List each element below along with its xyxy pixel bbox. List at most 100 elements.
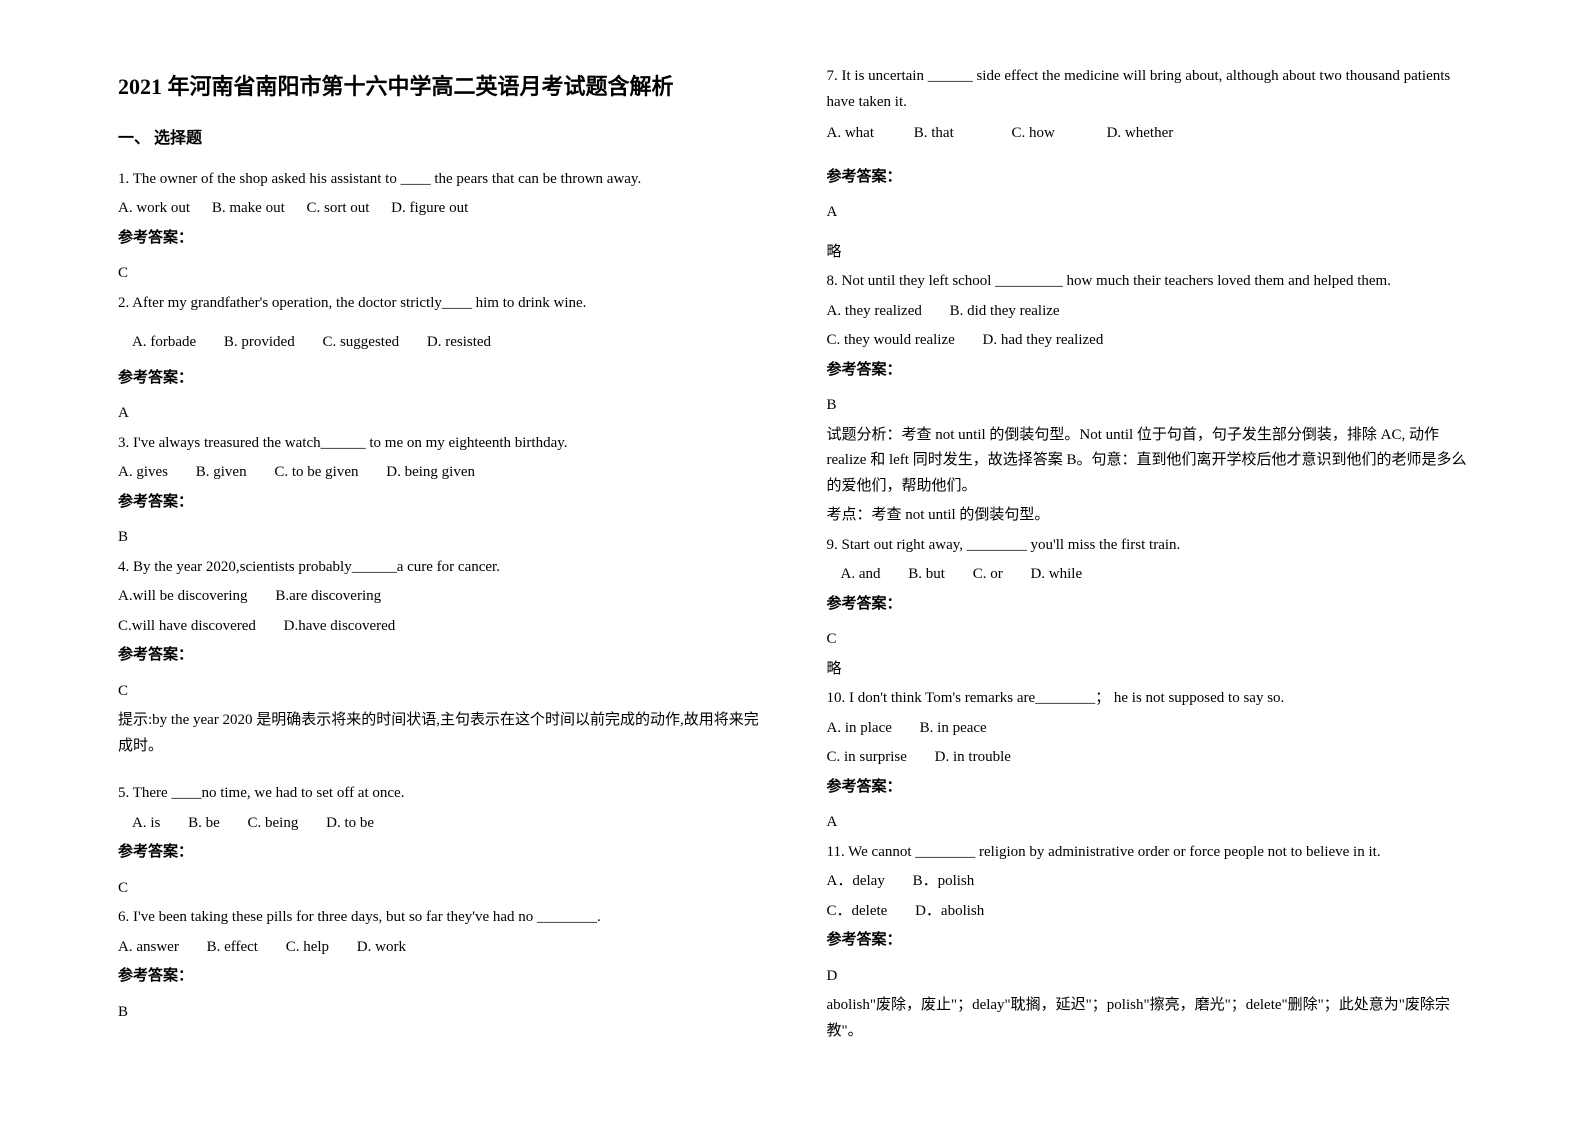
q6-answer: B (118, 1000, 771, 1026)
q10-stem: 10. I don't think Tom's remarks are_____… (827, 686, 1480, 712)
q3-opt-d: D. being given (386, 460, 475, 486)
q2-answer-label: 参考答案： (118, 366, 771, 392)
q5-opt-d: D. to be (326, 811, 374, 837)
q10-opt-c: C. in surprise (827, 745, 907, 771)
q1-stem: 1. The owner of the shop asked his assis… (118, 167, 771, 193)
q9-opt-a: A. and (841, 562, 881, 588)
q3-answer-label: 参考答案： (118, 490, 771, 516)
q6-opt-b: B. effect (207, 935, 258, 961)
q6-stem: 6. I've been taking these pills for thre… (118, 905, 771, 931)
q9-opt-d: D. while (1030, 562, 1082, 588)
q9-answer: C (827, 627, 1480, 653)
q11-options-row1: A．delay B．polish (827, 869, 1480, 895)
q3-stem: 3. I've always treasured the watch______… (118, 431, 771, 457)
q9-options: A. and B. but C. or D. while (827, 562, 1480, 588)
q4-options-row2: C.will have discovered D.have discovered (118, 614, 771, 640)
q10-opt-b: B. in peace (920, 716, 987, 742)
q8-opt-b: B. did they realize (950, 299, 1060, 325)
q1-options: A. work out B. make out C. sort out D. f… (118, 196, 771, 222)
q11-opt-a: A．delay (827, 869, 885, 895)
q5-opt-b: B. be (188, 811, 220, 837)
q4-opt-d: D.have discovered (284, 614, 396, 640)
q11-opt-b: B．polish (913, 869, 975, 895)
q8-options-row1: A. they realized B. did they realize (827, 299, 1480, 325)
q5-stem: 5. There ____no time, we had to set off … (118, 781, 771, 807)
q8-opt-a: A. they realized (827, 299, 922, 325)
q11-opt-d: D．abolish (915, 899, 984, 925)
q3-opt-b: B. given (196, 460, 247, 486)
q8-stem: 8. Not until they left school _________ … (827, 269, 1480, 295)
q10-options-row1: A. in place B. in peace (827, 716, 1480, 742)
q9-opt-b: B. but (908, 562, 945, 588)
q4-options-row1: A.will be discovering B.are discovering (118, 584, 771, 610)
q9-stem: 9. Start out right away, ________ you'll… (827, 533, 1480, 559)
right-column: 7. It is uncertain ______ side effect th… (799, 60, 1498, 1082)
q10-answer: A (827, 810, 1480, 836)
q9-note: 略 (827, 657, 1480, 683)
q2-opt-b: B. provided (224, 330, 295, 356)
q2-stem: 2. After my grandfather's operation, the… (118, 291, 771, 317)
q5-opt-a: A. is (132, 811, 160, 837)
q1-opt-c: C. sort out (306, 196, 369, 222)
q9-answer-label: 参考答案： (827, 592, 1480, 618)
q7-opt-a: A. what (827, 121, 875, 147)
q8-note2: 考点：考查 not until 的倒装句型。 (827, 503, 1480, 529)
q10-answer-label: 参考答案： (827, 775, 1480, 801)
q5-answer-label: 参考答案： (118, 840, 771, 866)
q8-note1: 试题分析：考查 not until 的倒装句型。Not until 位于句首，句… (827, 423, 1480, 500)
q11-note: abolish"废除，废止"；delay"耽搁，延迟"；polish"擦亮，磨光… (827, 993, 1480, 1044)
q5-answer: C (118, 876, 771, 902)
q8-answer: B (827, 393, 1480, 419)
q4-answer: C (118, 679, 771, 705)
q10-opt-d: D. in trouble (935, 745, 1011, 771)
q7-options: A. what B. that C. how D. whether (827, 121, 1480, 147)
q3-answer: B (118, 525, 771, 551)
q8-opt-d: D. had they realized (983, 328, 1104, 354)
q11-answer: D (827, 964, 1480, 990)
q1-answer-label: 参考答案： (118, 226, 771, 252)
q7-opt-d: D. whether (1107, 121, 1174, 147)
q2-opt-a: A. forbade (132, 330, 196, 356)
exam-title: 2021 年河南省南阳市第十六中学高二英语月考试题含解析 (118, 68, 771, 105)
q5-options: A. is B. be C. being D. to be (118, 811, 771, 837)
q5-opt-c: C. being (248, 811, 299, 837)
q2-opt-d: D. resisted (427, 330, 491, 356)
q4-note: 提示:by the year 2020 是明确表示将来的时间状语,主句表示在这个… (118, 708, 771, 759)
q3-options: A. gives B. given C. to be given D. bein… (118, 460, 771, 486)
q1-answer: C (118, 261, 771, 287)
q6-opt-a: A. answer (118, 935, 179, 961)
q10-options-row2: C. in surprise D. in trouble (827, 745, 1480, 771)
q2-answer: A (118, 401, 771, 427)
q8-answer-label: 参考答案： (827, 358, 1480, 384)
q3-opt-c: C. to be given (274, 460, 358, 486)
q7-stem: 7. It is uncertain ______ side effect th… (827, 64, 1480, 115)
q2-options: A. forbade B. provided C. suggested D. r… (118, 330, 771, 356)
q8-opt-c: C. they would realize (827, 328, 955, 354)
q4-opt-c: C.will have discovered (118, 614, 256, 640)
q1-opt-b: B. make out (212, 196, 285, 222)
q6-options: A. answer B. effect C. help D. work (118, 935, 771, 961)
q4-stem: 4. By the year 2020,scientists probably_… (118, 555, 771, 581)
left-column: 2021 年河南省南阳市第十六中学高二英语月考试题含解析 一、 选择题 1. T… (100, 60, 799, 1082)
q4-opt-b: B.are discovering (275, 584, 381, 610)
q1-opt-a: A. work out (118, 196, 190, 222)
section-heading: 一、 选择题 (118, 125, 771, 152)
q6-opt-d: D. work (357, 935, 406, 961)
q6-answer-label: 参考答案： (118, 964, 771, 990)
q9-opt-c: C. or (973, 562, 1003, 588)
q11-options-row2: C．delete D．abolish (827, 899, 1480, 925)
q7-opt-b: B. that (914, 121, 954, 147)
q11-answer-label: 参考答案： (827, 928, 1480, 954)
q10-opt-a: A. in place (827, 716, 892, 742)
q11-opt-c: C．delete (827, 899, 888, 925)
exam-page: 2021 年河南省南阳市第十六中学高二英语月考试题含解析 一、 选择题 1. T… (0, 0, 1587, 1122)
q7-note: 略 (827, 240, 1480, 266)
q4-opt-a: A.will be discovering (118, 584, 248, 610)
q3-opt-a: A. gives (118, 460, 168, 486)
q7-answer-label: 参考答案： (827, 165, 1480, 191)
q7-answer: A (827, 200, 1480, 226)
q7-opt-c: C. how (1012, 121, 1055, 147)
q6-opt-c: C. help (286, 935, 329, 961)
q2-opt-c: C. suggested (322, 330, 399, 356)
q4-answer-label: 参考答案： (118, 643, 771, 669)
